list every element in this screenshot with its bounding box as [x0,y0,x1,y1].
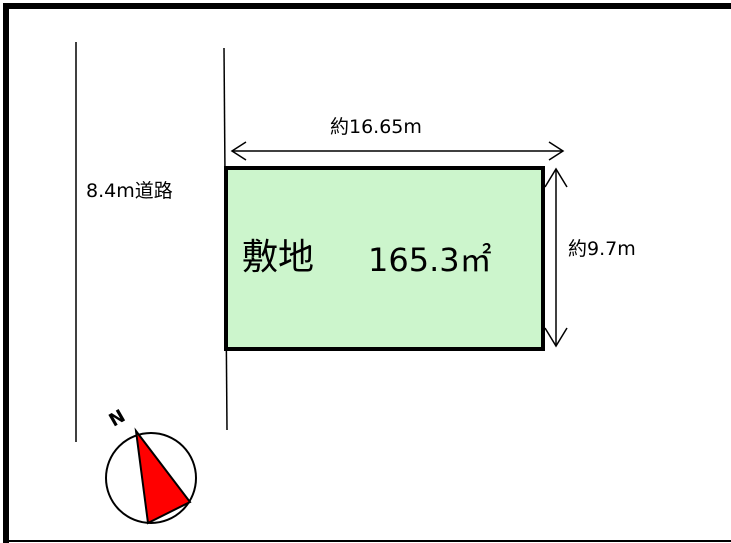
lot-width-label: 約16.65m [330,116,422,138]
frame-border [3,3,731,543]
lot-name-label: 敷地 [242,237,315,278]
lot-rectangle [224,166,545,351]
lot-depth-label: 約9.7m [568,238,636,260]
width-dimension-arrow [230,141,565,161]
road-width-label: 8.4m道路 [86,180,173,202]
north-arrow-icon [105,427,197,525]
depth-dimension-arrow [544,167,568,348]
lot-area-label: 165.3㎡ [368,241,492,279]
